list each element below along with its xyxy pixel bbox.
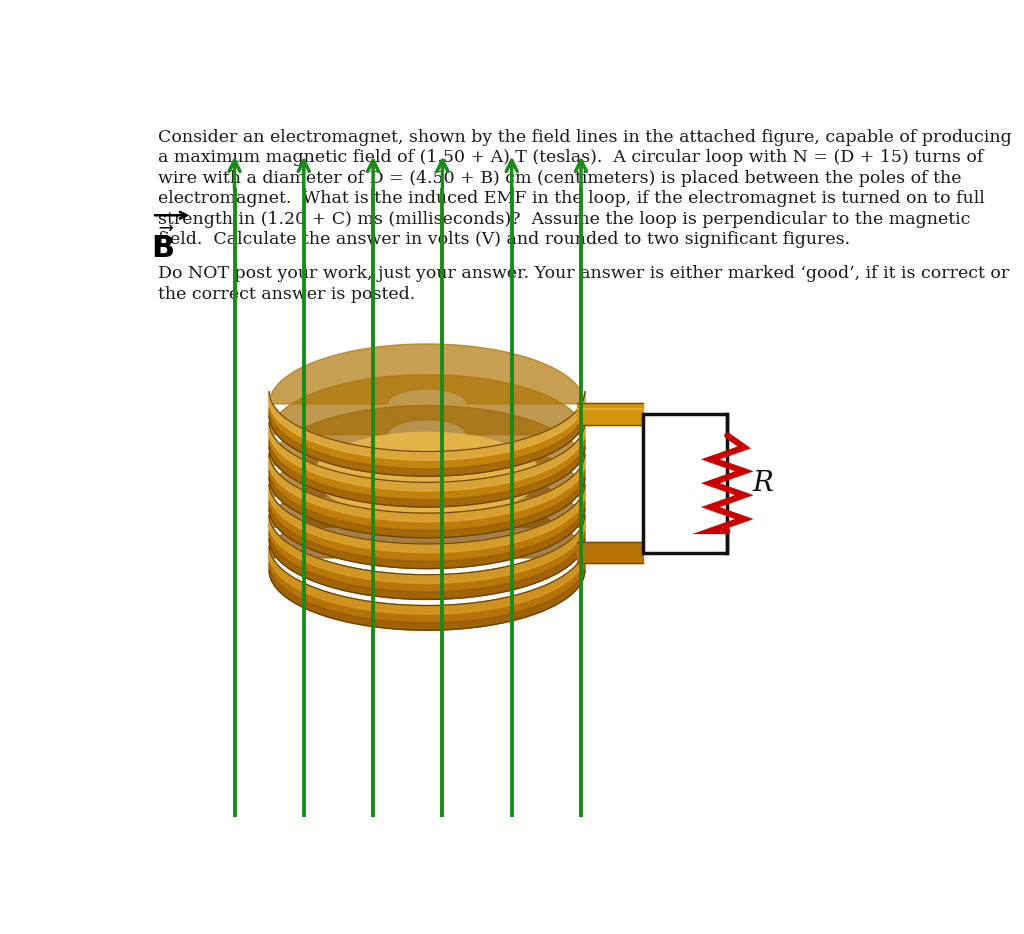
Polygon shape [269,422,585,507]
Polygon shape [269,545,585,630]
Ellipse shape [313,432,541,518]
Text: the correct answer is posted.: the correct answer is posted. [159,286,416,303]
Polygon shape [269,471,585,538]
Polygon shape [269,391,585,476]
Polygon shape [269,515,585,584]
Text: wire with a diameter of D = (4.50 + B) cm (centimeters) is placed between the po: wire with a diameter of D = (4.50 + B) c… [159,170,962,187]
Polygon shape [269,532,585,600]
Polygon shape [578,403,643,425]
Polygon shape [269,515,585,600]
Polygon shape [578,542,643,563]
Text: Consider an electromagnet, shown by the field lines in the attached figure, capa: Consider an electromagnet, shown by the … [159,129,1012,146]
Polygon shape [269,422,585,491]
Text: $\vec{\mathbf{B}}$: $\vec{\mathbf{B}}$ [151,229,174,265]
Polygon shape [269,391,585,460]
Polygon shape [269,453,585,538]
Polygon shape [269,453,585,522]
Polygon shape [269,409,585,476]
Polygon shape [269,344,585,403]
Text: Do NOT post your work, just your answer. Your answer is either marked ‘good’, if: Do NOT post your work, just your answer.… [159,265,1010,282]
Polygon shape [269,436,585,496]
Polygon shape [269,498,585,558]
Text: strength in (1.20 + C) ms (milliseconds)?  Assume the loop is perpendicular to t: strength in (1.20 + C) ms (milliseconds)… [159,211,971,228]
Text: field.  Calculate the answer in volts (V) and rounded to two significant figures: field. Calculate the answer in volts (V)… [159,231,850,248]
Bar [643,414,727,553]
Text: a maximum magnetic field of (1.50 + A) T (teslas).  A circular loop with N = (D : a maximum magnetic field of (1.50 + A) T… [159,149,984,166]
Polygon shape [269,484,585,569]
Polygon shape [269,405,585,465]
Text: R: R [752,470,773,497]
Polygon shape [269,375,585,434]
Polygon shape [269,484,585,553]
Polygon shape [269,545,585,615]
Polygon shape [269,563,585,630]
Polygon shape [269,467,585,527]
Text: electromagnet.  What is the induced EMF in the loop, if the electromagnet is tur: electromagnet. What is the induced EMF i… [159,191,985,207]
Polygon shape [269,440,585,507]
Polygon shape [269,502,585,569]
